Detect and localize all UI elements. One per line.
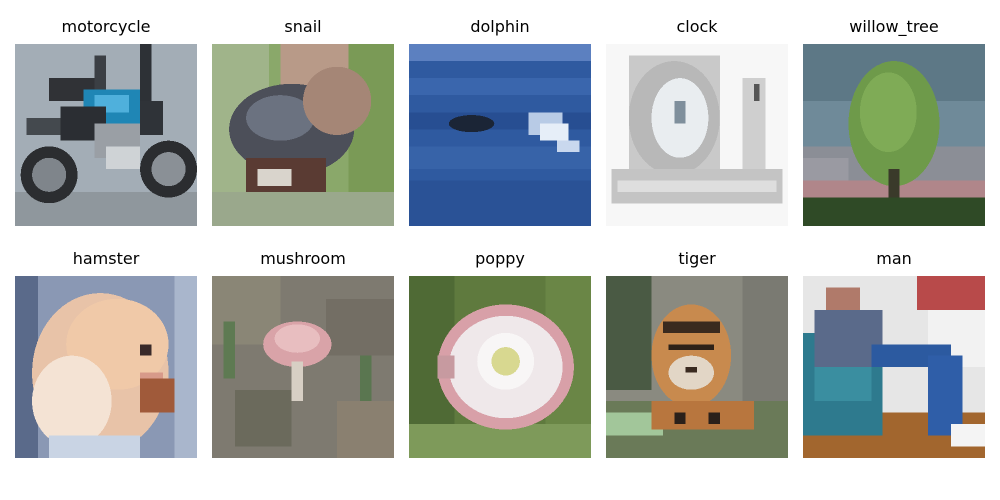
willow-tree-image <box>803 44 985 226</box>
panel-title: motorcycle <box>61 17 151 36</box>
panel-title: tiger <box>678 249 716 268</box>
panel-title: clock <box>676 17 718 36</box>
motorcycle-image <box>15 44 197 226</box>
mushroom-image <box>212 276 394 458</box>
panel-title: man <box>876 249 912 268</box>
man-image <box>803 276 985 458</box>
poppy-image <box>409 276 591 458</box>
panel-title: poppy <box>475 249 525 268</box>
panel-title: mushroom <box>260 249 346 268</box>
panel-title: hamster <box>72 249 140 268</box>
hamster-image <box>15 276 197 458</box>
clock-image <box>606 44 788 226</box>
dolphin-image <box>409 44 591 226</box>
panel-title: snail <box>284 17 322 36</box>
panel-title: dolphin <box>470 17 530 36</box>
tiger-image <box>606 276 788 458</box>
panel-title: willow_tree <box>849 17 939 36</box>
snail-image <box>212 44 394 226</box>
